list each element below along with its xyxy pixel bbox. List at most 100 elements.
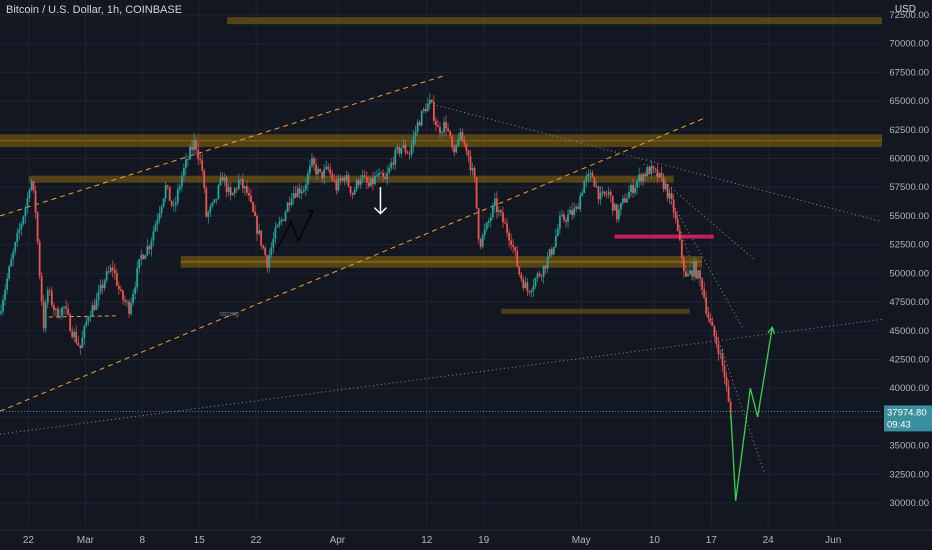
candle-body — [443, 122, 445, 133]
candle-body — [79, 345, 82, 349]
candle-body — [729, 401, 732, 413]
candle-body — [430, 99, 433, 103]
resistance-zone — [180, 256, 703, 264]
candle-body — [585, 176, 588, 182]
candle-body — [73, 332, 76, 338]
candle-body — [28, 189, 31, 198]
candle-body — [715, 336, 718, 345]
candle-body — [239, 179, 242, 181]
candle-body — [321, 171, 324, 179]
time-tick-label: Jun — [825, 535, 841, 546]
candle-body — [475, 177, 478, 209]
candle-body — [207, 211, 210, 217]
current-price-tag: 37974.80 09:43 — [884, 405, 932, 432]
candle-body — [65, 306, 67, 309]
candle-body — [672, 199, 675, 213]
support-zone — [501, 308, 690, 314]
candle-body — [57, 308, 59, 318]
candle-body — [441, 132, 443, 134]
candle-body — [384, 177, 387, 180]
candle-body — [581, 192, 584, 196]
candle-body — [561, 214, 563, 217]
price-axis[interactable]: 72500.00 70000.00 67500.00 65000.00 62500.00… — [882, 0, 932, 550]
candle-body — [526, 282, 529, 292]
candle-body — [97, 291, 100, 300]
candle-body — [593, 177, 596, 187]
candle-body — [18, 229, 21, 233]
candle-body — [286, 202, 289, 213]
candle-body — [130, 302, 132, 314]
candle-body — [621, 198, 624, 203]
candle-body — [154, 224, 157, 232]
candle-body — [183, 167, 185, 176]
candle-body — [252, 202, 254, 212]
candle-body — [197, 149, 200, 160]
candle-body — [563, 214, 565, 221]
trend-lines[interactable] — [0, 75, 883, 475]
projection-path — [730, 327, 773, 501]
time-tick-label: 22 — [23, 535, 35, 546]
candle-body — [262, 245, 265, 248]
candle-body — [684, 271, 687, 277]
resistance-zone — [28, 175, 674, 183]
time-tick-label: 17 — [706, 535, 718, 546]
candle-body — [473, 167, 476, 178]
candle-body — [725, 377, 728, 387]
down-arrow-head — [373, 207, 387, 215]
candle-body — [713, 325, 716, 337]
candle-body — [288, 202, 291, 205]
candle-body — [445, 122, 447, 129]
candle-body — [691, 270, 693, 277]
projection-arrowhead — [767, 325, 776, 335]
candle-body — [256, 215, 258, 234]
candle-body — [235, 188, 238, 190]
candle-body — [624, 198, 626, 203]
candle-body — [231, 193, 234, 196]
price-tick-label: 72500.00 — [889, 10, 929, 21]
candle-body — [636, 181, 639, 188]
candle-body — [142, 254, 145, 260]
time-tick-label: Apr — [330, 535, 346, 546]
candle-body — [83, 325, 86, 338]
candle-body — [619, 202, 622, 210]
candle-body — [575, 206, 578, 209]
candle-body — [485, 222, 488, 230]
candle-body — [266, 255, 269, 268]
candle-body — [455, 144, 458, 153]
candle-body — [424, 109, 427, 112]
candle-body — [542, 265, 545, 277]
candle-body — [550, 249, 553, 255]
candle-body — [536, 273, 539, 279]
candle-body — [61, 307, 63, 316]
candle-body — [347, 175, 350, 187]
support-resistance-zones[interactable] — [0, 17, 883, 314]
price-tick-label: 42500.00 — [889, 354, 929, 365]
candle-body — [233, 188, 236, 194]
candle-body — [246, 186, 248, 193]
candle-body — [613, 204, 616, 211]
candle-body — [687, 274, 689, 277]
candle-body — [309, 165, 311, 174]
candle-body — [107, 271, 110, 273]
candle-body — [719, 353, 722, 355]
candle-body — [300, 191, 303, 194]
candle-body — [36, 212, 39, 242]
candle-body — [355, 180, 358, 190]
time-tick-label: 19 — [478, 535, 490, 546]
candle-body — [128, 301, 130, 314]
chart-drawings[interactable] — [275, 187, 776, 501]
candle-body — [372, 178, 374, 184]
candle-body — [146, 246, 149, 256]
candle-body — [325, 166, 328, 169]
candle-body — [437, 125, 439, 128]
candle-body — [404, 144, 407, 153]
candle-body — [32, 181, 35, 191]
price-tick-label: 45000.00 — [889, 326, 929, 337]
candle-body — [721, 353, 724, 366]
candle-body — [534, 278, 537, 286]
candle-body — [16, 232, 19, 243]
time-axis[interactable]: 22 Mar 8 15 22 Apr 12 19 May 10 17 24 Jun — [0, 529, 932, 546]
candle-body — [382, 172, 384, 178]
candle-body — [493, 198, 496, 206]
